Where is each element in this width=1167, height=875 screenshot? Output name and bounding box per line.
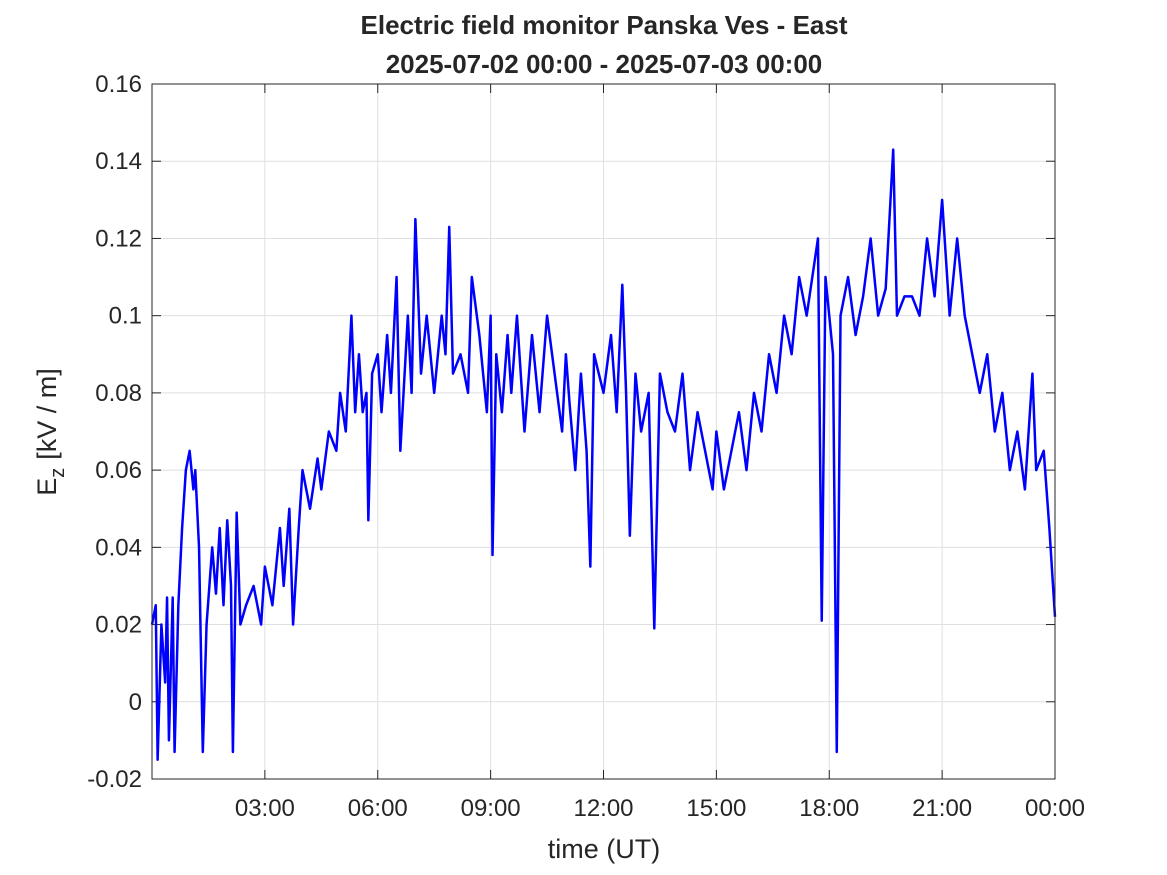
chart-subtitle: 2025-07-02 00:00 - 2025-07-03 00:00 [386, 49, 823, 79]
y-tick-label: 0.08 [95, 380, 142, 407]
y-tick-label: 0 [129, 689, 142, 716]
data-line [150, 148, 1057, 761]
x-tick-label: 03:00 [235, 795, 295, 822]
y-tick-label: 0.14 [95, 148, 142, 175]
y-axis-label: Ez [kV / m] [32, 368, 69, 496]
y-label-unit: [kV / m] [32, 368, 62, 460]
x-tick-label: 12:00 [573, 795, 633, 822]
y-tick-label: -0.02 [87, 766, 142, 793]
x-tick-label: 00:00 [1025, 795, 1085, 822]
x-tick-label: 15:00 [686, 795, 746, 822]
x-tick-label: 06:00 [348, 795, 408, 822]
y-label-main: E [32, 478, 62, 496]
y-tick-label: 0.02 [95, 612, 142, 639]
x-axis-label: time (UT) [548, 834, 660, 864]
x-tick-label: 09:00 [461, 795, 521, 822]
x-tick-label: 21:00 [912, 795, 972, 822]
y-tick-label: 0.12 [95, 225, 142, 252]
y-tick-label: 0.1 [109, 303, 142, 330]
y-tick-label: 0.06 [95, 457, 142, 484]
y-tick-label: 0.04 [95, 534, 142, 561]
y-tick-label: 0.16 [95, 71, 142, 98]
x-tick-label: 18:00 [799, 795, 859, 822]
y-axis-label-text: Ez [kV / m] [32, 368, 69, 496]
chart-title: Electric field monitor Panska Ves - East [361, 10, 848, 40]
y-label-sub: z [47, 468, 69, 478]
plot-frame [151, 83, 1056, 780]
